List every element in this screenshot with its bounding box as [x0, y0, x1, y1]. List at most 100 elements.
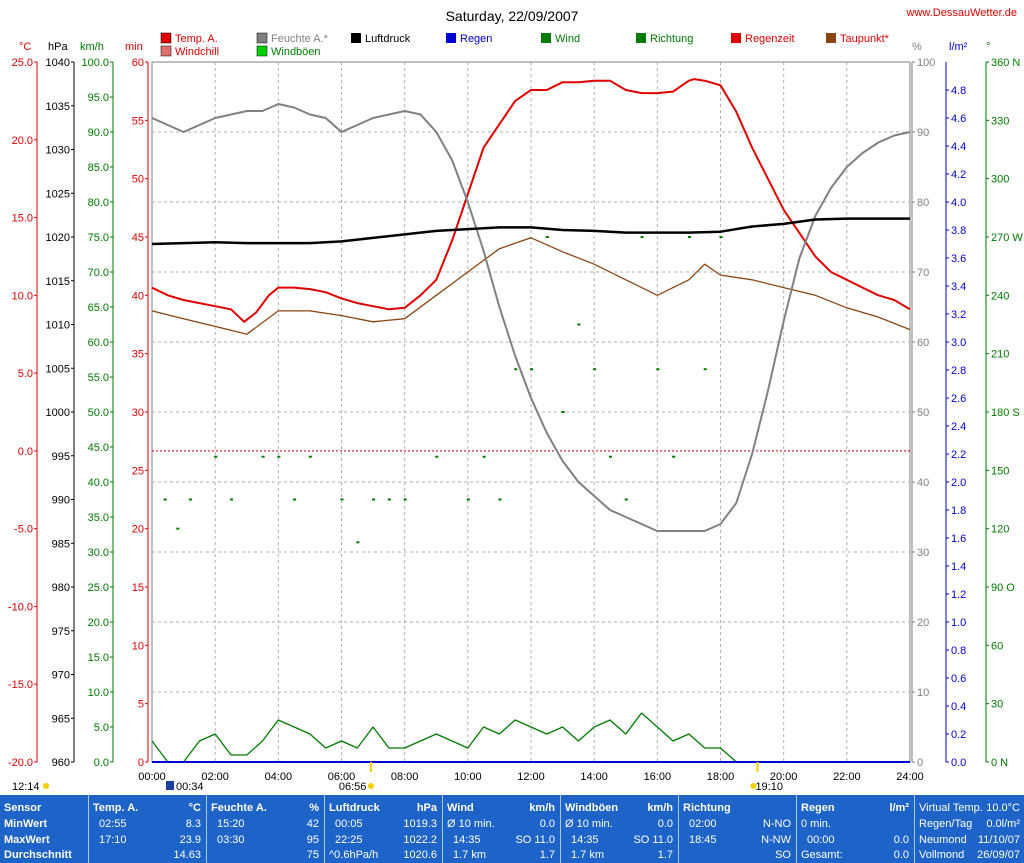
- direction-axis-tick-label: 90 O: [991, 582, 1015, 594]
- unit-humidity: %: [912, 41, 922, 53]
- pressure-axis-tick-label: 990: [52, 495, 70, 507]
- direction-axis-tick-label: 360 N: [991, 57, 1020, 69]
- raintime-axis-tick-label: 35: [132, 349, 144, 361]
- wind-axis-tick-label: 55.0: [88, 372, 109, 384]
- time-tick-label: 10:00: [454, 771, 482, 783]
- pressure-axis-tick-label: 1040: [46, 57, 70, 69]
- raintime-axis-tick-label: 25: [132, 465, 144, 477]
- humidity-axis-tick-label: 100: [917, 57, 935, 69]
- temp-axis-tick-label: 5.0: [18, 368, 33, 380]
- raintime-axis-tick-label: 45: [132, 232, 144, 244]
- moonset-icon: [43, 783, 49, 789]
- direction-axis-tick-label: 210: [991, 349, 1009, 361]
- rain-axis-tick-label: 0.8: [951, 645, 966, 657]
- pressure-axis-tick-label: 975: [52, 626, 70, 638]
- wind-axis-tick-label: 85.0: [88, 162, 109, 174]
- stats-col-humidity: Feuchte A.% 15:20 42 03:30 95 75: [211, 802, 319, 861]
- direction-point: [229, 498, 233, 501]
- axes: 25.0 20.0 15.0 10.0 5.0 0.0 -5.0 -10.0 -15.0 -20.…: [8, 57, 1023, 783]
- unit-wind: km/h: [80, 41, 104, 53]
- stats-col-direction: Richtung 02:00 N-NO 18:45 N-NW SO: [683, 802, 791, 861]
- wind-axis-tick-label: 50.0: [88, 407, 109, 419]
- humidity-axis-tick-label: 20: [917, 617, 929, 629]
- svg-text:Richtung: Richtung: [650, 33, 693, 45]
- raintime-axis-tick-label: 50: [132, 174, 144, 186]
- stats-col-wind: Wind km/h Ø 10 min. 0.0 14:35 SO 11.0 1.7 k…: [447, 802, 555, 861]
- direction-point: [656, 368, 660, 371]
- rain-axis-tick-label: 1.2: [951, 589, 966, 601]
- direction-point: [577, 323, 581, 326]
- stats-col-rain: Regen l/m² 0 min. 00:00 0.0 Gesamt: 0.0: [801, 802, 909, 861]
- legend-item-temp: Temp. A.: [160, 32, 218, 45]
- rain-axis-tick-label: 0.4: [951, 701, 966, 713]
- raintime-axis-tick-label: 60: [132, 57, 144, 69]
- series-line-feuchte-a: [151, 103, 911, 532]
- temp-axis-tick-label: -5.0: [14, 524, 33, 536]
- direction-point: [435, 455, 439, 458]
- rain-axis-tick-label: 0.2: [951, 729, 966, 741]
- svg-text:Wind: Wind: [555, 33, 580, 45]
- rain-axis-tick-label: 4.8: [951, 85, 966, 97]
- direction-point: [308, 455, 312, 458]
- direction-axis-tick-label: 330: [991, 115, 1009, 127]
- direction-point: [214, 455, 218, 458]
- sun-moon-markers: 12:14 00:34 06:56 19:10: [12, 762, 783, 793]
- svg-text:Temp. A.: Temp. A.: [175, 33, 218, 45]
- direction-point: [640, 236, 644, 238]
- legend: Temp. A. Feuchte A.* Luftdruck Regen Win…: [160, 32, 890, 58]
- pressure-axis-tick-label: 985: [52, 538, 70, 550]
- unit-temp: °C: [19, 41, 31, 53]
- rain-axis-tick-label: 4.0: [951, 197, 966, 209]
- wind-axis-tick-label: 5.0: [94, 722, 109, 734]
- direction-point: [530, 368, 533, 371]
- wind-axis-tick-label: 35.0: [88, 512, 109, 524]
- temp-axis-tick-label: -15.0: [8, 679, 33, 691]
- direction-point: [188, 498, 192, 501]
- time-tick-label: 16:00: [644, 771, 672, 783]
- pressure-axis-tick-label: 1020: [46, 232, 70, 244]
- pressure-axis-tick-label: 1000: [46, 407, 70, 419]
- direction-point: [387, 498, 391, 501]
- humidity-axis-tick-label: 10: [917, 687, 929, 699]
- rain-axis-tick-label: 4.4: [951, 141, 966, 153]
- rain-axis-tick-label: 1.4: [951, 561, 966, 573]
- raintime-axis-tick-label: 30: [132, 407, 144, 419]
- rain-axis-tick-label: 2.2: [951, 449, 966, 461]
- legend-item-humidity: Feuchte A.*: [256, 32, 329, 45]
- pressure-axis-tick-label: 1025: [46, 188, 70, 200]
- direction-point: [703, 368, 707, 371]
- stats-col-gusts: Windböen km/h Ø 10 min. 0.0 14:35 SO 11.0 1…: [565, 802, 673, 861]
- pressure-axis-tick-label: 970: [52, 670, 70, 682]
- rain-axis-tick-label: 4.6: [951, 113, 966, 125]
- pressure-axis-tick-label: 1010: [46, 320, 70, 332]
- wind-axis-tick-label: 95.0: [88, 92, 109, 104]
- wind-axis-tick-label: 10.0: [88, 687, 109, 699]
- time-tick-label: 22:00: [833, 771, 861, 783]
- legend-item-dewpoint: Taupunkt*: [826, 33, 890, 45]
- site-link[interactable]: www.DessauWetter.de: [906, 7, 1017, 19]
- time-tick-label: 12:00: [517, 771, 545, 783]
- direction-axis-tick-label: 0 N: [991, 757, 1008, 769]
- time-tick-label: 24:00: [896, 771, 924, 783]
- humidity-axis-tick-label: 0: [917, 757, 923, 769]
- direction-point: [372, 498, 376, 501]
- sunrise-label: 06:56: [339, 781, 367, 793]
- direction-point: [176, 527, 180, 530]
- pressure-axis-tick-label: 960: [52, 757, 70, 769]
- temp-axis-tick-label: 10.0: [12, 290, 33, 302]
- direction-point: [261, 455, 265, 458]
- temp-axis-tick-label: -20.0: [8, 757, 33, 769]
- legend-item-windchill: Windchill: [160, 45, 219, 58]
- direction-axis-tick-label: 150: [991, 465, 1009, 477]
- svg-text:Regen: Regen: [460, 33, 492, 45]
- legend-item-raintime: Regenzeit: [731, 33, 795, 45]
- svg-text:Windchill: Windchill: [175, 46, 219, 58]
- direction-axis-tick-label: 30: [991, 699, 1003, 711]
- time-tick-label: 20:00: [770, 771, 798, 783]
- temp-axis-tick-label: -10.0: [8, 601, 33, 613]
- pressure-axis-tick-label: 1030: [46, 145, 70, 157]
- axis-units: °C hPa km/h min % l/m² °: [19, 41, 990, 53]
- stats-col-temp: Temp. A. °C 02:55 8.3 17:10 23.9 14.63: [93, 802, 201, 861]
- time-tick-label: 14:00: [580, 771, 608, 783]
- raintime-axis-tick-label: 5: [138, 699, 144, 711]
